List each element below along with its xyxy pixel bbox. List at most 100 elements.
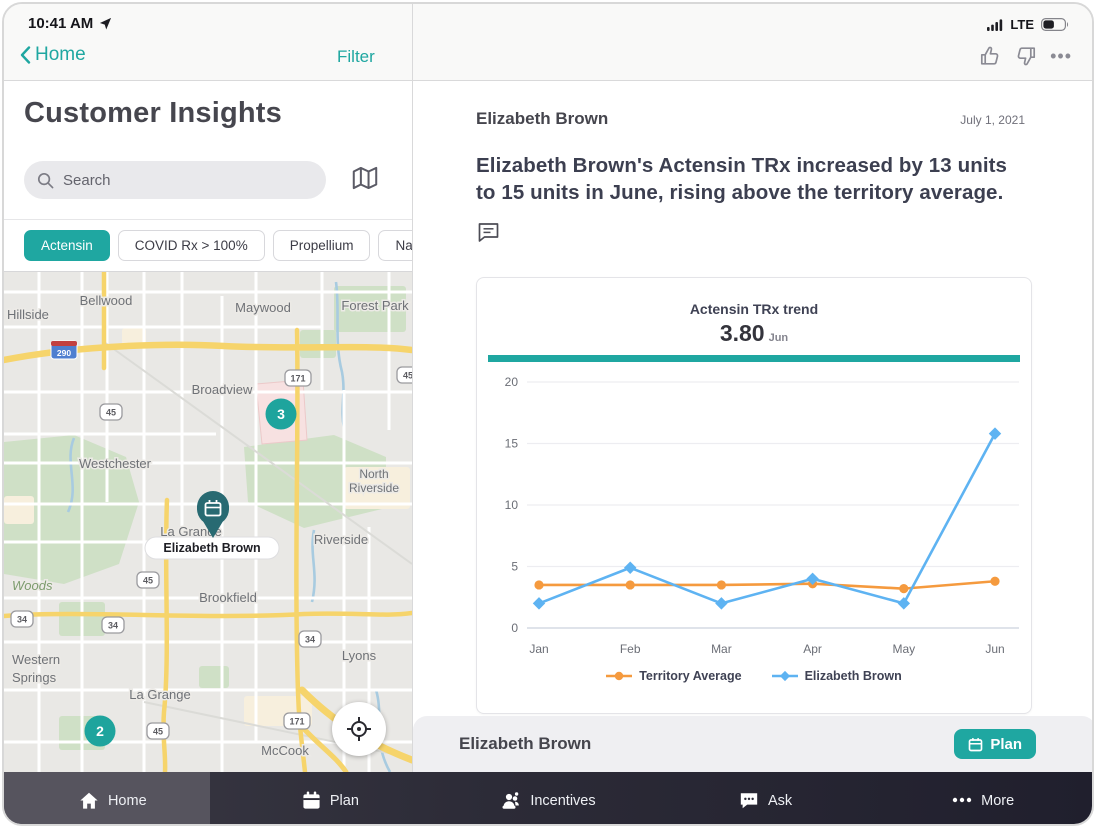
svg-text:Springs: Springs	[12, 670, 57, 685]
network-label: LTE	[1010, 17, 1034, 32]
chevron-left-icon	[20, 46, 31, 64]
svg-text:34: 34	[17, 615, 27, 625]
map-route-shields: 290 45 45 45 45 171 171 34 34 34	[10, 340, 412, 740]
crosshair-icon	[347, 717, 371, 741]
calendar-icon	[303, 790, 320, 809]
svg-text:3: 3	[277, 406, 285, 422]
svg-text:45: 45	[403, 371, 412, 381]
chart-highlight-period: Jun	[768, 332, 789, 344]
svg-text:15: 15	[505, 437, 519, 451]
svg-text:45: 45	[106, 408, 116, 418]
svg-text:Brookfield: Brookfield	[199, 590, 257, 605]
svg-text:Broadview: Broadview	[192, 382, 253, 397]
nav-label: Home	[107, 792, 147, 809]
svg-text:45: 45	[143, 576, 153, 586]
map-selected-pin[interactable]	[197, 491, 230, 538]
map-canvas: 290 45 45 45 45 171 171 34 34 34 Hillsid…	[4, 272, 412, 772]
svg-text:34: 34	[305, 635, 315, 645]
back-label: Home	[35, 44, 86, 65]
svg-text:Bellwood: Bellwood	[80, 293, 133, 308]
svg-text:May: May	[892, 642, 915, 656]
svg-text:La Grange: La Grange	[129, 687, 190, 702]
comment-button[interactable]	[477, 222, 501, 249]
ellipsis-icon	[952, 797, 972, 803]
chat-bubble-icon	[740, 792, 758, 808]
svg-text:171: 171	[290, 374, 305, 384]
nav-item-home[interactable]: Home	[4, 772, 222, 824]
footer-hcp-name: Elizabeth Brown	[459, 734, 592, 753]
map-pin-label[interactable]: Elizabeth Brown	[144, 536, 280, 560]
svg-text:Feb: Feb	[620, 642, 641, 656]
legend-blue-marker-icon	[771, 670, 798, 682]
comment-icon	[478, 223, 499, 242]
nav-label: More	[981, 792, 1015, 809]
map-cluster-marker-3[interactable]: 3	[265, 398, 297, 430]
svg-text:290: 290	[57, 348, 71, 358]
territory-map[interactable]: 290 45 45 45 45 171 171 34 34 34 Hillsid…	[4, 272, 412, 772]
chart-title: Actensin TRx trend	[689, 301, 819, 317]
calendar-icon	[968, 737, 983, 751]
insight-date: July 1, 2021	[960, 113, 1025, 127]
filter-button[interactable]: Filter	[337, 47, 375, 66]
nav-label: Plan	[329, 792, 359, 809]
map-toggle-button[interactable]	[352, 166, 380, 192]
chip-covid-rx[interactable]: COVID Rx > 100%	[117, 230, 265, 261]
svg-text:171: 171	[289, 717, 304, 727]
people-group-icon	[502, 792, 520, 809]
clock-text: 10:41 AM	[28, 15, 94, 32]
nav-active-highlight	[4, 772, 210, 824]
map-streets	[4, 272, 412, 772]
svg-text:20: 20	[505, 375, 519, 389]
page-title: Customer Insights	[24, 97, 282, 129]
svg-text:Westchester: Westchester	[79, 456, 152, 471]
svg-text:McCook: McCook	[261, 743, 309, 758]
insight-hcp-name: Elizabeth Brown	[476, 109, 609, 128]
home-icon	[80, 792, 98, 809]
nav-label: Ask	[767, 792, 793, 809]
nav-item-plan[interactable]: Plan	[222, 772, 440, 824]
nav-item-more[interactable]: More	[874, 772, 1092, 824]
search-icon	[37, 172, 54, 188]
plan-button-label: Plan	[990, 735, 1022, 753]
map-cluster-marker-2[interactable]: 2	[84, 715, 116, 747]
thumbs-down-icon[interactable]	[1014, 45, 1038, 68]
legend-label: Elizabeth Brown	[804, 669, 902, 683]
svg-text:Jan: Jan	[529, 642, 548, 656]
svg-text:Hillside: Hillside	[7, 307, 49, 322]
chart-highlight: 3.80 Jun	[477, 320, 1031, 347]
filter-chips-row: Actensin COVID Rx > 100% Propellium Na	[4, 219, 412, 272]
svg-text:Forest Park: Forest Park	[341, 298, 409, 313]
bottom-nav-bar: Home Plan	[4, 772, 1092, 824]
signal-icon	[987, 18, 1003, 31]
search-input[interactable]: Search	[24, 161, 326, 199]
svg-text:Riverside: Riverside	[349, 481, 399, 495]
chart-legend: Territory Average Elizabeth Brown	[477, 669, 1031, 683]
svg-text:10: 10	[505, 498, 519, 512]
chart-highlight-value: 3.80	[719, 320, 765, 346]
calendar-icon	[204, 500, 222, 517]
chip-actensin[interactable]: Actensin	[24, 230, 110, 261]
nav-item-ask[interactable]: Ask	[657, 772, 875, 824]
nav-item-incentives[interactable]: Incentives	[439, 772, 657, 824]
svg-text:2: 2	[96, 723, 104, 739]
location-arrow-icon	[100, 17, 112, 30]
svg-text:Apr: Apr	[803, 642, 822, 656]
legend-territory-average: Territory Average	[606, 669, 742, 683]
svg-text:Western: Western	[12, 652, 60, 667]
svg-text:5: 5	[511, 560, 518, 574]
line-chart: 20 15 10 5 0 Jan Feb Mar Apr May Jun	[505, 375, 1019, 656]
thumbs-up-icon[interactable]	[978, 45, 1002, 68]
more-options-icon[interactable]: •••	[1050, 46, 1072, 66]
svg-text:North: North	[359, 467, 388, 481]
chip-propellium[interactable]: Propellium	[272, 230, 371, 261]
svg-text:Maywood: Maywood	[235, 300, 291, 315]
svg-text:34: 34	[108, 621, 118, 631]
insight-headline: Elizabeth Brown's Actensin TRx increased…	[476, 154, 1008, 204]
legend-elizabeth-brown: Elizabeth Brown	[771, 669, 902, 683]
locate-me-button[interactable]	[332, 702, 386, 756]
back-button[interactable]: Home	[20, 44, 86, 66]
plan-button[interactable]: Plan	[954, 729, 1036, 759]
feedback-actions: •••	[978, 44, 1072, 68]
chip-truncated[interactable]: Na	[378, 230, 412, 261]
